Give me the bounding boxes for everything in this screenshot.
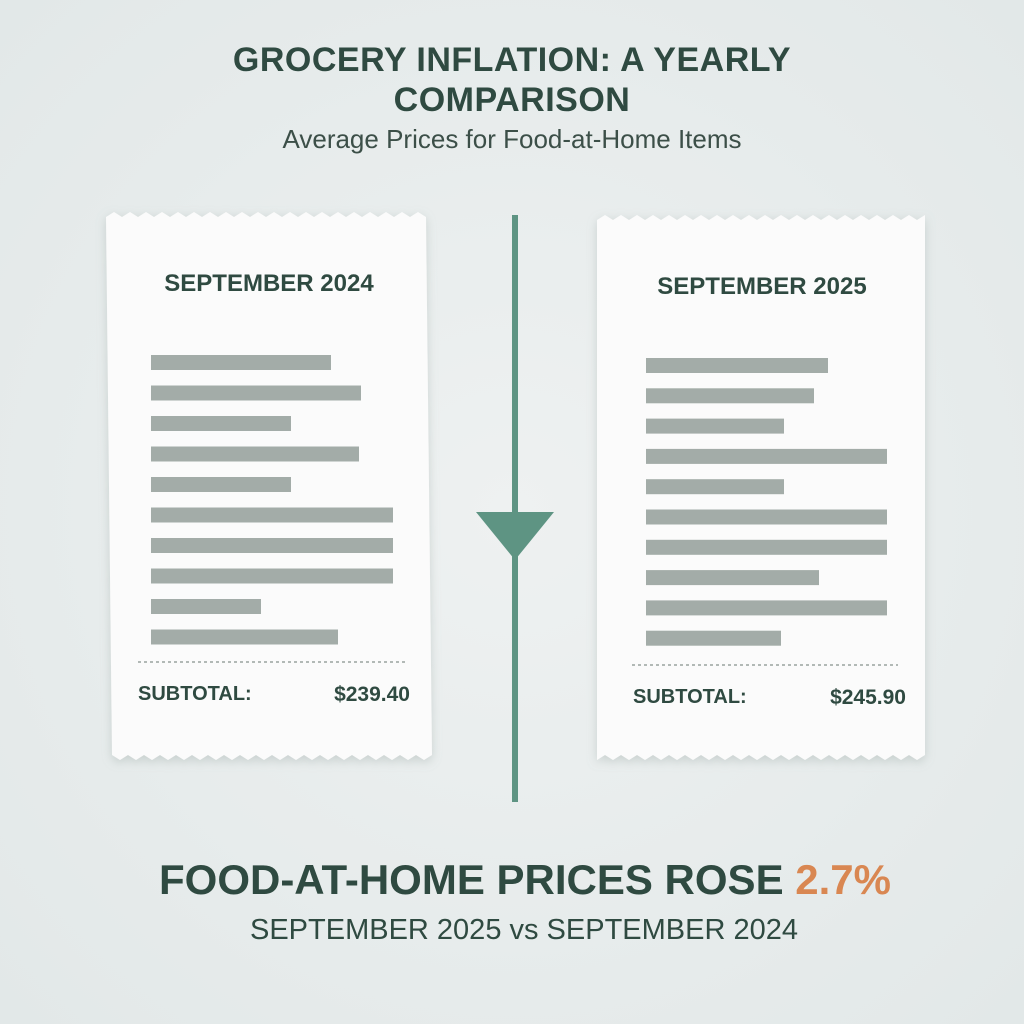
item-line <box>646 448 887 464</box>
subtotal-label: SUBTOTAL: <box>633 686 747 708</box>
item-line <box>646 388 814 404</box>
receipt-period: SEPTEMBER 2025 <box>657 273 867 300</box>
item-line <box>151 629 338 645</box>
item-line <box>151 446 359 462</box>
receipt-period: SEPTEMBER 2024 <box>164 270 374 297</box>
item-line <box>151 355 331 370</box>
item-line <box>646 358 828 373</box>
item-line <box>151 538 393 553</box>
item-line <box>151 477 291 492</box>
item-line <box>646 418 784 434</box>
item-line <box>151 599 261 614</box>
subtotal-value: $239.40 <box>334 683 410 706</box>
item-line <box>151 416 291 431</box>
item-line <box>151 385 361 401</box>
headline-highlight: 2.7% <box>795 856 891 903</box>
title: GROCERY INFLATION: A YEARLY COMPARISON <box>232 41 792 119</box>
item-line <box>151 568 393 584</box>
item-line <box>646 509 887 525</box>
item-line <box>646 539 887 555</box>
item-line <box>646 630 781 646</box>
item-line <box>151 507 393 523</box>
item-line <box>646 479 784 495</box>
headline-text: FOOD-AT-HOME PRICES ROSE <box>159 856 784 903</box>
item-line <box>646 600 887 616</box>
subtitle: Average Prices for Food-at-Home Items <box>282 124 742 154</box>
footer: SEPTEMBER 2025 vs SEPTEMBER 2024 <box>250 914 798 946</box>
subtotal-value: $245.90 <box>830 686 906 709</box>
subtotal-label: SUBTOTAL: <box>138 683 252 705</box>
headline: FOOD-AT-HOME PRICES ROSE 2.7% <box>0 856 1024 904</box>
item-line <box>646 570 819 586</box>
down-arrow <box>476 512 554 560</box>
